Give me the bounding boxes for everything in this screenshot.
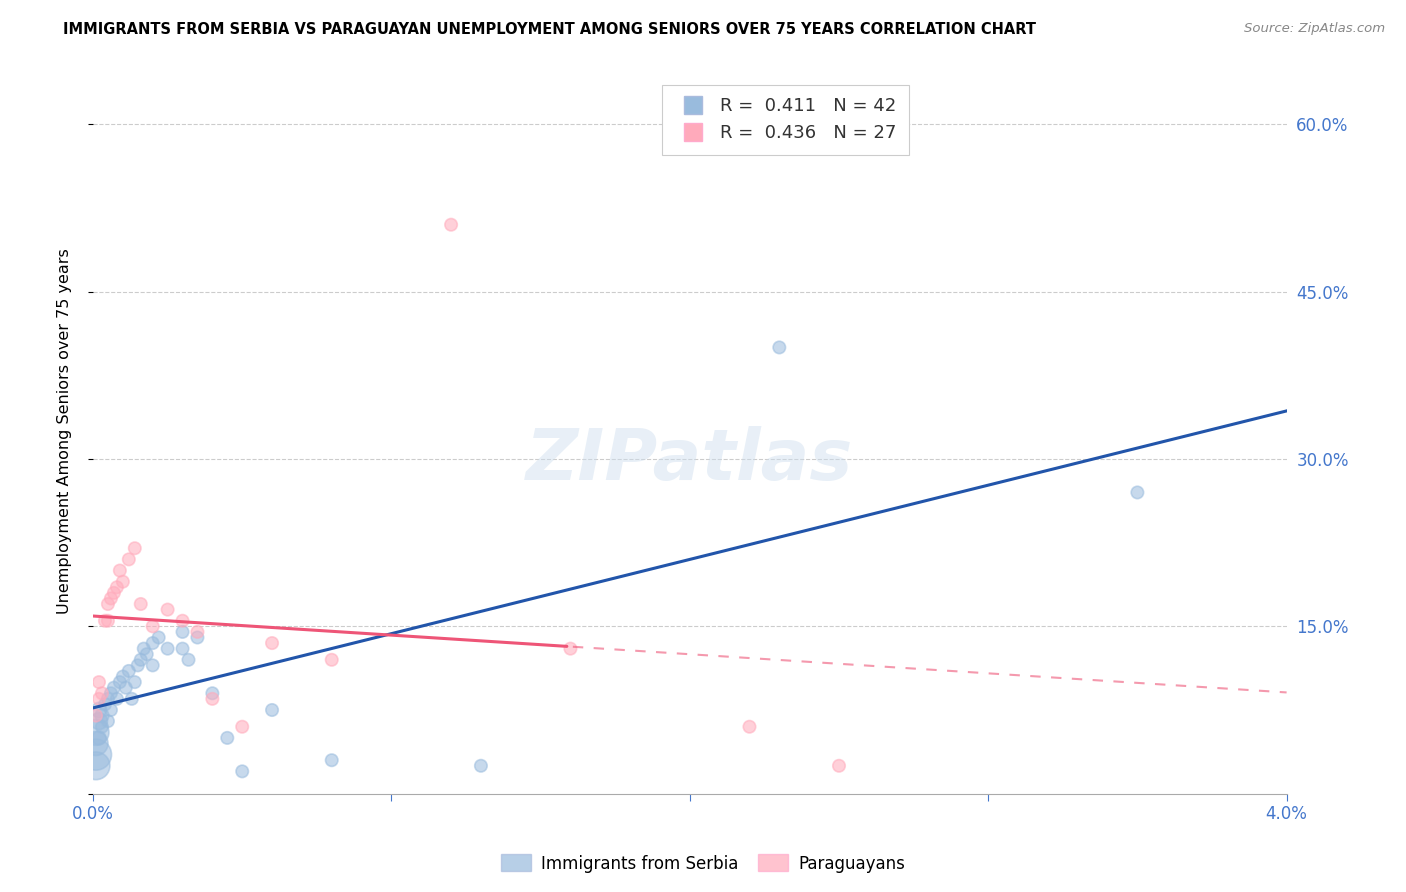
Point [172, 624, 194, 639]
Point [201, 686, 224, 700]
Point [87, 675, 110, 690]
Point [768, 340, 790, 354]
Text: Source: ZipAtlas.com: Source: ZipAtlas.com [1244, 22, 1385, 36]
Point [321, 753, 343, 767]
Point [231, 764, 253, 779]
Point [201, 691, 224, 706]
Point [97, 691, 120, 706]
Point [111, 574, 134, 589]
Point [100, 591, 122, 606]
Point [124, 541, 146, 556]
Point [114, 681, 136, 695]
Point [118, 552, 141, 566]
Point [217, 731, 239, 745]
Point [87, 714, 110, 728]
Point [129, 653, 152, 667]
Point [738, 720, 761, 734]
Text: ZIPatlas: ZIPatlas [526, 425, 853, 494]
Point [129, 597, 152, 611]
Point [91, 720, 114, 734]
Point [172, 641, 194, 656]
Point [105, 580, 128, 594]
Point [84, 736, 107, 750]
Point [470, 759, 492, 773]
Point [103, 586, 125, 600]
Point [100, 686, 122, 700]
Point [84, 759, 107, 773]
Point [260, 703, 283, 717]
Point [260, 636, 283, 650]
Text: IMMIGRANTS FROM SERBIA VS PARAGUAYAN UNEMPLOYMENT AMONG SENIORS OVER 75 YEARS CO: IMMIGRANTS FROM SERBIA VS PARAGUAYAN UNE… [63, 22, 1036, 37]
Point [231, 720, 253, 734]
Point [94, 698, 117, 712]
Point [91, 686, 114, 700]
Point [108, 564, 131, 578]
Point [135, 647, 157, 661]
Point [87, 703, 110, 717]
Point [132, 641, 155, 656]
Point [108, 675, 131, 690]
Point [124, 675, 146, 690]
Point [177, 653, 200, 667]
Point [156, 641, 179, 656]
Point [186, 631, 208, 645]
Point [118, 664, 141, 678]
Point [186, 624, 208, 639]
Point [84, 708, 107, 723]
Point [121, 691, 143, 706]
Point [111, 669, 134, 683]
Legend: Immigrants from Serbia, Paraguayans: Immigrants from Serbia, Paraguayans [494, 847, 912, 880]
Point [87, 691, 110, 706]
Point [97, 614, 120, 628]
Point [105, 691, 128, 706]
Point [142, 658, 165, 673]
Point [148, 631, 170, 645]
Point [1126, 485, 1149, 500]
Point [321, 653, 343, 667]
Point [97, 714, 120, 728]
Point [103, 681, 125, 695]
Point [84, 747, 107, 762]
Point [560, 641, 582, 656]
Point [87, 731, 110, 745]
Point [142, 636, 165, 650]
Point [440, 218, 463, 232]
Point [100, 703, 122, 717]
Point [142, 619, 165, 633]
Point [91, 708, 114, 723]
Y-axis label: Unemployment Among Seniors over 75 years: Unemployment Among Seniors over 75 years [58, 248, 72, 614]
Point [97, 597, 120, 611]
Point [84, 725, 107, 739]
Point [156, 602, 179, 616]
Point [127, 658, 149, 673]
Legend: R =  0.411   N = 42, R =  0.436   N = 27: R = 0.411 N = 42, R = 0.436 N = 27 [662, 85, 908, 155]
Point [172, 614, 194, 628]
Point [828, 759, 851, 773]
Point [94, 614, 117, 628]
